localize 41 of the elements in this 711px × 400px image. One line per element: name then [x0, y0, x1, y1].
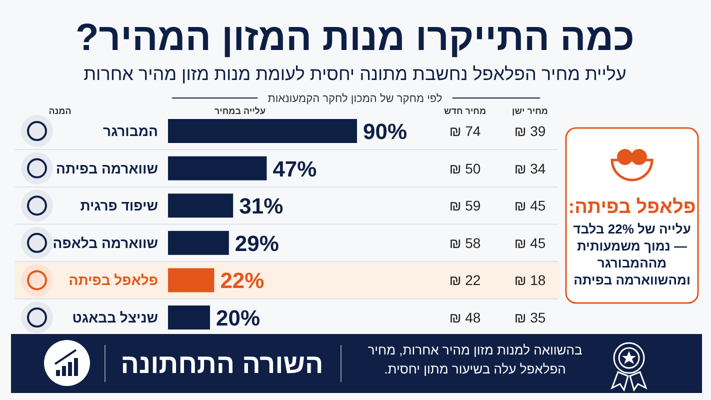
text: 18 ₪ [514, 272, 546, 288]
y-tick-label: המבורגר [103, 123, 158, 139]
text: 74 ₪ [449, 123, 481, 139]
text: לפי מחקר של המכון לחקר הקמעונאות [268, 93, 442, 105]
text: 59 ₪ [449, 198, 481, 214]
y-tick-label: שניצל בבאגט [72, 310, 158, 326]
chart-title: כמה התייקרו מנות המזון המהיר? [76, 17, 634, 59]
y-tick-label: שווארמה בפיתה [56, 160, 158, 176]
chart-subtitle: עליית מחיר הפלאפל נחשבת מתונה יחסית לעומת מנות מזון מהיר אחרות [84, 64, 626, 84]
text: 22 ₪ [449, 272, 481, 288]
data-label: 29% [234, 230, 279, 256]
bar [168, 268, 214, 292]
bar [168, 156, 267, 180]
text: 35 ₪ [514, 310, 546, 326]
text: 34 ₪ [514, 160, 546, 176]
text: מחיר ישן [512, 106, 548, 116]
data-label: 22% [220, 268, 264, 294]
text: 58 ₪ [449, 234, 481, 251]
text: 45 ₪ [514, 234, 546, 251]
text: בהשוואה למנות מזון מהיר אחרות, מחיר הפלאפל עלה בשיעור מתון יחסית. [368, 342, 582, 376]
bar [168, 119, 357, 143]
bar [168, 194, 234, 218]
data-label: 31% [239, 194, 284, 219]
text: 48 ₪ [449, 310, 481, 326]
text: מחיר חדש [444, 106, 486, 116]
series-label: עלייה במחיר [214, 106, 266, 116]
y-axis-title: המנה [48, 106, 72, 116]
y-tick-label: שווארמה בלאפה [52, 234, 158, 251]
bar [168, 306, 210, 330]
data-label: 90% [363, 119, 408, 144]
y-tick-label: שיפוד פרגית [80, 198, 158, 214]
y-tick-label: פלאפל בפיתה [68, 272, 158, 288]
text: השורה התחתונה [120, 349, 324, 379]
text: פלאפל בפיתה: [568, 197, 696, 218]
text: 50 ₪ [449, 160, 481, 176]
data-label: 20% [216, 306, 260, 330]
data-label: 47% [272, 156, 317, 182]
bar [168, 230, 229, 255]
text: 39 ₪ [514, 123, 546, 139]
text: עלייה של 22% בלבד — נמוך משמעותית מההמבורגר ומהשווארמה בפיתה [573, 222, 691, 288]
text: 45 ₪ [514, 198, 546, 214]
